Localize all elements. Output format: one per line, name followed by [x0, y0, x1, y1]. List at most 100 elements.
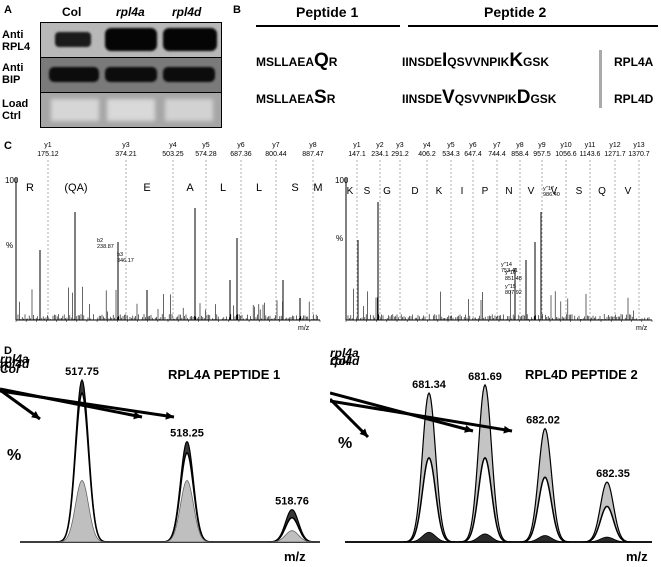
spectrum-right-plot: y1 147.1 y2 234.1 y3 291.2 y4 406.2 y5 534.3 y6 647…: [345, 142, 653, 322]
isotope-peak-label: 517.75: [65, 366, 99, 378]
panel-d-label: D: [4, 345, 12, 357]
peak-annotation-label: b3: [117, 252, 123, 258]
isotope-peak-label: 682.35: [596, 468, 630, 480]
ion-mass-label: 887.47: [302, 151, 324, 158]
ion-name-label: y5: [447, 142, 455, 149]
isotope-series-area: [345, 531, 652, 543]
seq-suffix: GSK: [523, 55, 550, 69]
isotope-peak-label: 518.76: [275, 496, 309, 508]
peak-annotation-label: b2: [97, 238, 103, 244]
peptide-1-header-line: [256, 25, 400, 27]
peak-annotation-value: 986.40: [543, 192, 560, 198]
residue-label: D: [411, 186, 418, 197]
peak-annotation-label: y''17: [543, 186, 554, 192]
blot-row-label-line1: Anti: [2, 29, 24, 41]
ion-mass-label: 1056.6: [555, 151, 577, 158]
band-rpl4a: [105, 67, 157, 82]
residue-label: (QA): [64, 182, 87, 194]
series-label: rpl4d: [330, 354, 360, 368]
ion-mass-label: 1271.7: [604, 151, 626, 158]
blot-col-label-col: Col: [62, 5, 82, 19]
peptide-divider: [599, 50, 602, 108]
ion-name-label: y5: [202, 142, 210, 149]
arrowhead-icon: [31, 411, 40, 419]
series-label: rpl4d: [0, 357, 30, 371]
isotope-right-xlabel: m/z: [626, 549, 648, 564]
isotope-right-title: RPL4D PEPTIDE 2: [525, 367, 638, 382]
spectrum-right-xunit: m/z: [636, 325, 648, 332]
ion-mass-label: 1370.7: [628, 151, 650, 158]
band-rpl4d: [163, 28, 217, 51]
protein-label-rpl4d: RPL4D: [614, 92, 654, 106]
peak-annotation-label: y''14: [501, 262, 512, 268]
ion-name-label: y13: [633, 142, 644, 149]
blot-row-label-line2: BIP: [2, 74, 21, 86]
ion-name-label: y2: [376, 142, 384, 149]
ion-name-label: y4: [169, 142, 177, 149]
seq-prefix: IINSDE: [402, 55, 443, 69]
ion-mass-label: 374.21: [115, 151, 137, 158]
ion-name-label: y1: [353, 142, 361, 149]
residue-label: A: [186, 182, 194, 194]
residue-label: N: [505, 186, 512, 197]
ion-name-label: y1: [44, 142, 52, 149]
seq-variant: Q: [314, 50, 329, 71]
band-col: [55, 32, 91, 47]
residue-label: R: [26, 182, 34, 194]
ion-name-label: y10: [560, 142, 571, 149]
ion-mass-label: 957.5: [533, 151, 551, 158]
ion-name-label: y6: [237, 142, 245, 149]
isotope-peak-label: 682.02: [526, 415, 560, 427]
residue-label: I: [461, 186, 464, 197]
spectrum-left-plot: y1 175.12 y3 374.21 y4 503.25 y5 574.28 y6 687.36…: [15, 142, 324, 322]
isotope-right-ylabel: %: [338, 435, 352, 452]
band-col: [51, 99, 99, 121]
seq-variant: K: [509, 50, 524, 71]
panel-a-label: A: [4, 4, 12, 16]
isotope-series-area: [20, 479, 320, 543]
ion-name-label: y12: [609, 142, 620, 149]
band-rpl4a: [105, 28, 157, 51]
peak-annotation-label: y''15: [505, 284, 516, 290]
arrowhead-icon: [359, 428, 368, 437]
residue-label: V: [528, 186, 535, 197]
ion-mass-label: 1143.6: [580, 151, 601, 158]
blot-row-label-line2: RPL4: [2, 41, 31, 53]
seq-middle: QSVVNPIK: [447, 55, 510, 69]
residue-label: K: [347, 186, 354, 197]
arrow-icon: [0, 389, 175, 419]
peptide-1-header: Peptide 1: [296, 4, 359, 20]
residue-label: V: [625, 186, 632, 197]
seq-prefix: IINSDE: [402, 92, 443, 106]
band-rpl4a: [107, 99, 155, 121]
ion-mass-label: 291.2: [391, 151, 409, 158]
seq-variant: S: [314, 87, 327, 108]
peak-annotation-value: 851.48: [505, 276, 522, 282]
ion-name-label: y8: [309, 142, 317, 149]
arrowhead-icon: [464, 425, 473, 433]
residue-label: S: [364, 186, 371, 197]
panel-c-label: C: [4, 140, 12, 152]
series-label: rpl4a: [0, 352, 29, 366]
blot-row-label-line1: Load: [2, 98, 29, 110]
peak-annotation-value: 753.41: [501, 268, 518, 274]
arrowhead-icon: [165, 411, 174, 420]
residue-label: P: [482, 186, 489, 197]
seq-middle: QSVVNPIK: [454, 92, 517, 106]
blot-col-label-rpl4d: rpl4d: [172, 5, 202, 19]
residue-label: Q: [598, 186, 606, 197]
isotope-series-area: [20, 378, 320, 543]
ion-mass-label: 234.1: [371, 151, 389, 158]
blot-row-label-line2: Ctrl: [2, 110, 21, 122]
spectrum-right-yunit: %: [336, 234, 343, 243]
seq-suffix: R: [326, 92, 336, 106]
isotope-left-ylabel: %: [7, 447, 21, 464]
blot-row-label-line1: Anti: [2, 62, 24, 74]
band-rpl4d: [165, 99, 213, 121]
isotope-peak-label: 681.34: [412, 379, 447, 391]
residue-label: K: [436, 186, 443, 197]
residue-label: S: [291, 182, 298, 194]
